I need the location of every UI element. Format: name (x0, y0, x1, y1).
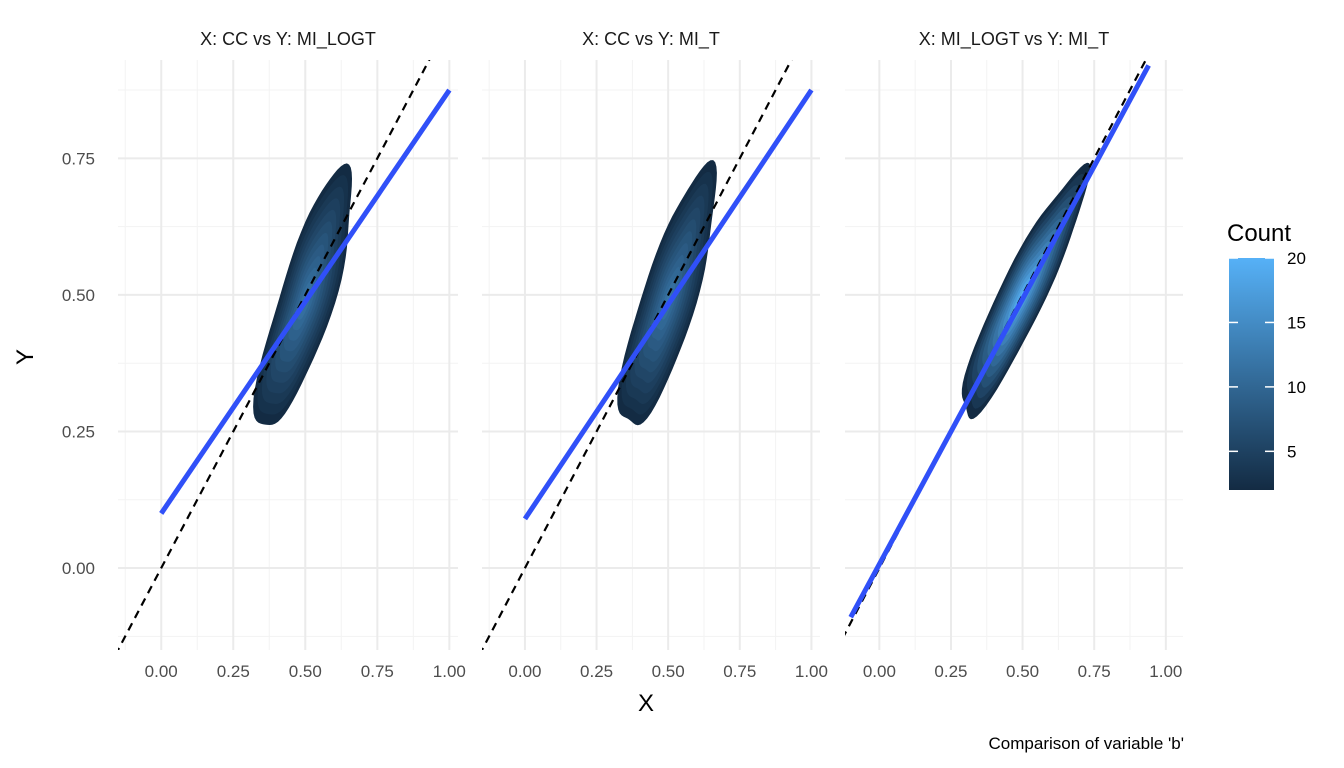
x-tick-label: 0.50 (652, 662, 685, 681)
panel-title: X: CC vs Y: MI_T (582, 29, 720, 50)
x-tick-label: 1.00 (1149, 662, 1182, 681)
x-tick-label: 0.75 (1078, 662, 1111, 681)
legend-tick-label: 20 (1287, 249, 1306, 268)
y-tick-label: 0.00 (62, 559, 95, 578)
panel-3: X: MI_LOGT vs Y: MI_T 0.00 0.25 0.50 0.75 1.0… (845, 29, 1183, 681)
x-tick-label: 0.25 (580, 662, 613, 681)
x-tick-label: 0.75 (723, 662, 756, 681)
x-tick-label: 1.00 (433, 662, 466, 681)
fit-line (159, 88, 452, 515)
x-tick-label: 0.50 (1006, 662, 1039, 681)
y-axis-title: Y (12, 349, 39, 365)
x-axis-title: X (638, 690, 654, 717)
legend-colorbar (1229, 258, 1274, 490)
legend-ticks: 5 10 15 20 (1229, 249, 1306, 461)
panel-1: X: CC vs Y: MI_LOGT 0.00 0.25 0.50 0.75 1.00 0… (62, 29, 466, 681)
y-tick-label: 0.25 (62, 422, 95, 441)
x-tick-label: 0.25 (934, 662, 967, 681)
x-tick-label: 0.50 (289, 662, 322, 681)
fit-line (522, 88, 814, 521)
y-tick-label: 0.75 (62, 149, 95, 168)
legend-tick-label: 5 (1287, 442, 1296, 461)
x-tick-label: 0.25 (217, 662, 250, 681)
panel-title: X: CC vs Y: MI_LOGT (200, 29, 376, 50)
caption: Comparison of variable 'b' (989, 734, 1184, 753)
panel-2: X: CC vs Y: MI_T 0.00 0.25 0.50 0.75 1.00 (482, 29, 828, 681)
panel-title: X: MI_LOGT vs Y: MI_T (919, 29, 1109, 50)
panels: X: CC vs Y: MI_LOGT 0.00 0.25 0.50 0.75 1.00 0… (62, 29, 1183, 681)
x-tick-label: 0.00 (863, 662, 896, 681)
legend: Count 5 10 15 20 (1227, 220, 1306, 490)
y-tick-label: 0.50 (62, 286, 95, 305)
x-tick-label: 0.75 (361, 662, 394, 681)
x-tick-label: 1.00 (795, 662, 828, 681)
fit-line (848, 64, 1151, 619)
reference-line (118, 60, 431, 650)
density-contours (253, 163, 352, 425)
legend-tick-label: 10 (1287, 378, 1306, 397)
legend-title: Count (1227, 220, 1291, 247)
x-tick-label: 0.00 (145, 662, 178, 681)
x-tick-label: 0.00 (508, 662, 541, 681)
legend-tick-label: 15 (1287, 313, 1306, 332)
